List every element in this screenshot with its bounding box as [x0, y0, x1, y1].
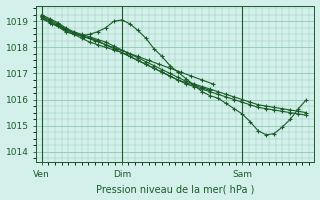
X-axis label: Pression niveau de la mer( hPa ): Pression niveau de la mer( hPa ): [96, 184, 254, 194]
